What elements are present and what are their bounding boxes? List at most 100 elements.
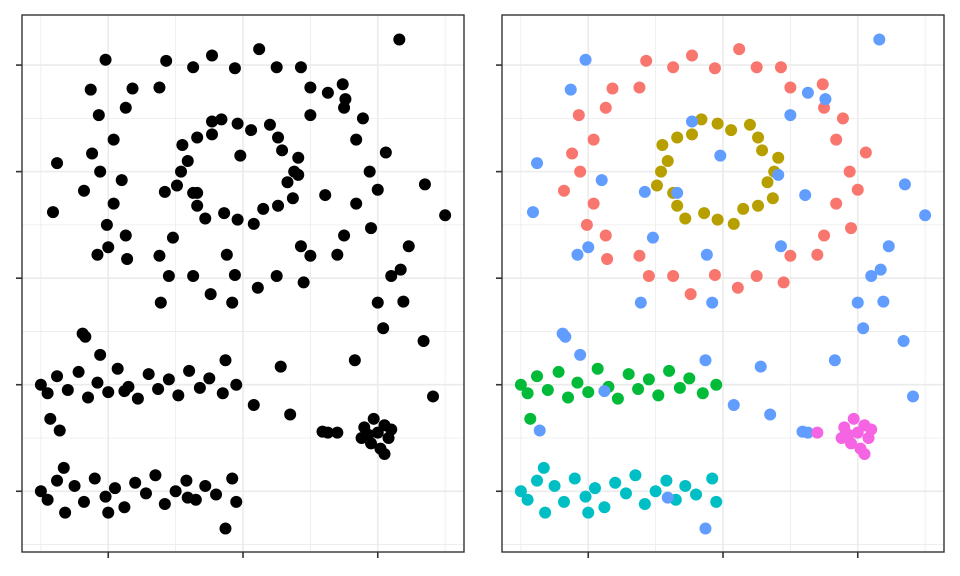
point xyxy=(231,213,244,226)
point xyxy=(216,387,229,400)
point xyxy=(756,144,769,157)
point xyxy=(41,493,54,506)
point xyxy=(218,207,231,220)
point xyxy=(799,189,812,202)
point xyxy=(108,482,121,495)
point xyxy=(397,295,410,308)
point xyxy=(417,335,430,348)
point xyxy=(304,81,317,94)
point xyxy=(102,506,115,519)
point xyxy=(541,384,554,397)
point xyxy=(203,372,216,385)
point xyxy=(272,131,285,144)
point xyxy=(292,168,305,181)
point xyxy=(393,33,406,46)
point xyxy=(348,354,361,367)
point xyxy=(851,296,864,309)
point xyxy=(568,472,581,485)
point xyxy=(131,392,144,405)
point xyxy=(183,364,196,377)
point xyxy=(684,288,697,301)
point xyxy=(579,53,592,66)
point xyxy=(107,197,120,210)
point xyxy=(656,138,669,151)
point xyxy=(162,270,175,283)
point xyxy=(350,197,363,210)
point xyxy=(72,365,85,378)
point xyxy=(362,428,375,441)
point xyxy=(711,117,724,130)
point xyxy=(698,207,711,220)
point xyxy=(226,472,239,485)
point xyxy=(92,109,105,122)
point xyxy=(228,268,241,281)
point xyxy=(339,93,352,106)
point xyxy=(215,113,228,126)
point xyxy=(331,248,344,261)
point xyxy=(34,378,47,391)
point xyxy=(784,249,797,262)
point xyxy=(365,222,378,235)
point xyxy=(601,252,614,265)
point xyxy=(514,485,527,498)
point xyxy=(690,488,703,501)
point xyxy=(714,149,727,162)
point xyxy=(154,296,167,309)
point xyxy=(830,133,843,146)
point xyxy=(882,240,895,253)
point xyxy=(385,423,398,436)
point xyxy=(160,54,173,67)
point xyxy=(582,241,595,254)
point xyxy=(294,240,307,253)
point xyxy=(708,62,721,75)
point xyxy=(774,240,787,253)
point xyxy=(193,381,206,394)
point xyxy=(158,498,171,511)
point xyxy=(169,485,182,498)
point xyxy=(336,78,349,91)
point xyxy=(284,408,297,421)
point xyxy=(579,490,592,503)
point xyxy=(270,270,283,283)
point xyxy=(743,118,756,131)
point xyxy=(199,479,212,492)
point xyxy=(582,386,595,399)
point xyxy=(582,506,595,519)
point xyxy=(521,387,534,400)
point xyxy=(206,115,219,128)
point xyxy=(548,479,561,492)
point xyxy=(877,295,890,308)
point xyxy=(552,365,565,378)
point xyxy=(638,498,651,511)
point xyxy=(818,229,831,242)
point xyxy=(907,390,920,403)
point xyxy=(166,231,179,244)
point xyxy=(571,376,584,389)
point xyxy=(598,501,611,514)
point xyxy=(752,199,765,212)
point xyxy=(187,270,200,283)
point xyxy=(700,248,713,261)
point xyxy=(181,154,194,167)
point xyxy=(119,229,132,242)
point xyxy=(247,398,260,411)
point xyxy=(842,428,855,441)
point xyxy=(187,61,200,74)
point xyxy=(673,381,686,394)
point xyxy=(874,263,887,276)
point xyxy=(667,61,680,74)
plot-border xyxy=(501,14,945,553)
point xyxy=(706,296,719,309)
point xyxy=(710,378,723,391)
point xyxy=(599,101,612,114)
point xyxy=(587,133,600,146)
point xyxy=(652,389,665,402)
point xyxy=(606,82,619,95)
point xyxy=(564,83,577,96)
point xyxy=(253,43,266,56)
point xyxy=(646,231,659,244)
point xyxy=(206,128,219,141)
point xyxy=(321,426,334,439)
point xyxy=(524,412,537,425)
